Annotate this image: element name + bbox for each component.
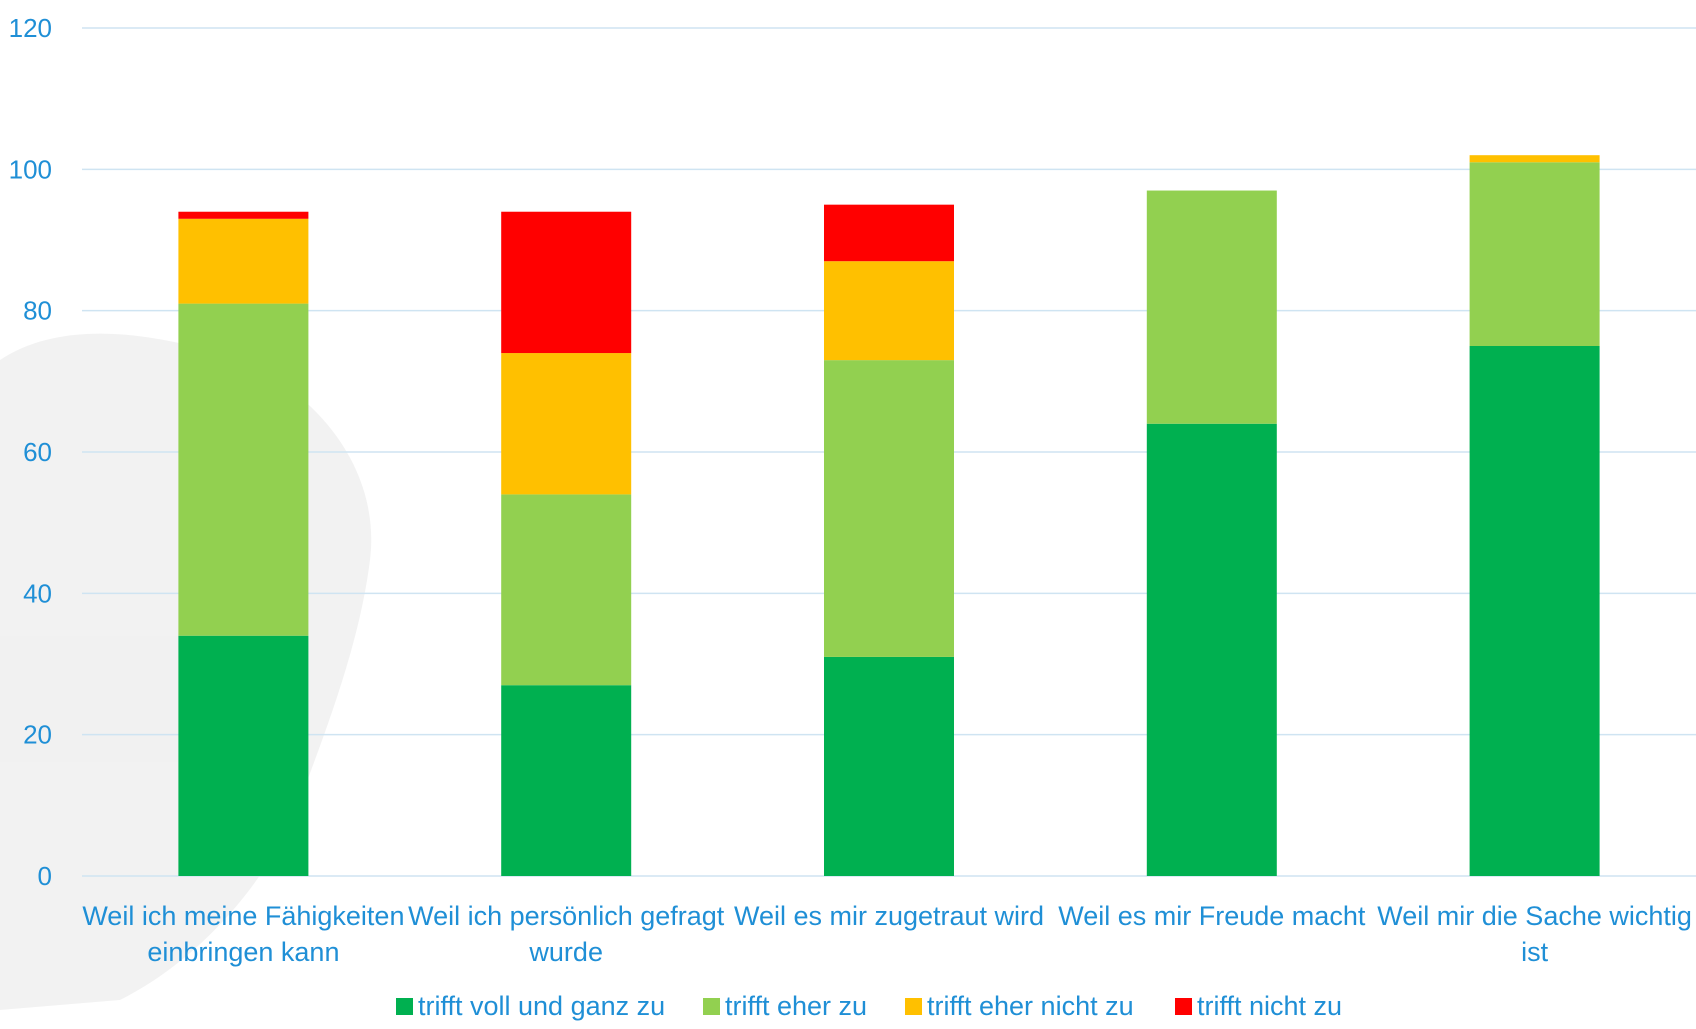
legend-label: trifft voll und ganz zu (418, 991, 665, 1021)
bar-segment (1469, 155, 1600, 163)
y-tick-label: 60 (23, 437, 52, 467)
y-axis-ticks: 0 20 40 60 80 100 120 (9, 13, 52, 891)
y-tick-label: 100 (9, 154, 52, 184)
x-category-label: Weil mir die Sache wichtig (1377, 901, 1692, 931)
bar-segment (178, 211, 309, 219)
bar-segment (824, 656, 954, 876)
x-axis-labels: Weil ich meine Fähigkeiten einbringen kan… (82, 901, 1692, 967)
bar-segment (1146, 190, 1277, 424)
bar-segment (501, 211, 632, 354)
legend-label: trifft nicht zu (1197, 991, 1342, 1021)
x-category-label: einbringen kann (147, 937, 339, 967)
bar-segment (1469, 346, 1600, 876)
y-tick-label: 20 (23, 720, 52, 750)
bar-segment (1146, 423, 1277, 876)
bar-segment (501, 685, 632, 876)
legend-label: trifft eher zu (725, 991, 867, 1021)
bar-segment (1469, 162, 1600, 346)
y-tick-label: 40 (23, 578, 52, 608)
bar-segment (824, 360, 954, 657)
x-category-label: Weil es mir Freude macht (1058, 901, 1366, 931)
x-category-label: Weil ich meine Fähigkeiten (82, 901, 404, 931)
grid-lines (82, 27, 1696, 877)
bar-segment (824, 204, 954, 262)
y-tick-label: 0 (38, 861, 52, 891)
legend-swatch (703, 998, 720, 1015)
legend-label: trifft eher nicht zu (927, 991, 1134, 1021)
bar-segment (501, 494, 632, 686)
bar-segment (501, 353, 632, 495)
bar-segment (178, 218, 309, 304)
bar-segment (178, 635, 309, 876)
bar-segment (178, 303, 309, 636)
x-category-label: wurde (528, 937, 603, 967)
legend-swatch (1175, 998, 1192, 1015)
y-tick-label: 120 (9, 13, 52, 43)
bars (178, 155, 1600, 876)
legend-swatch (396, 998, 413, 1015)
y-tick-label: 80 (23, 296, 52, 326)
legend: trifft voll und ganz zu trifft eher zu tri… (396, 991, 1342, 1021)
bar-segment (824, 261, 954, 361)
x-category-label: Weil ich persönlich gefragt (408, 901, 725, 931)
x-category-label: Weil es mir zugetraut wird (734, 901, 1044, 931)
legend-swatch (905, 998, 922, 1015)
x-category-label: ist (1521, 937, 1548, 967)
